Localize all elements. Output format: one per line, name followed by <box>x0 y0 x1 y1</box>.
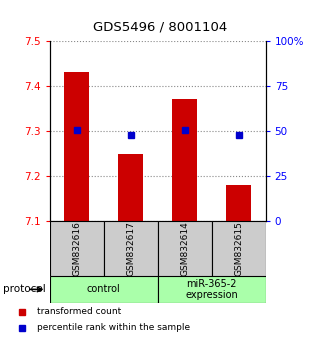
Bar <box>50 276 157 303</box>
Text: GSM832617: GSM832617 <box>126 221 135 276</box>
Text: miR-365-2
expression: miR-365-2 expression <box>185 279 238 300</box>
Bar <box>157 221 212 276</box>
Text: protocol: protocol <box>3 284 46 295</box>
Bar <box>50 221 104 276</box>
Text: GDS5496 / 8001104: GDS5496 / 8001104 <box>93 20 227 33</box>
Bar <box>227 185 251 221</box>
Text: percentile rank within the sample: percentile rank within the sample <box>37 323 190 332</box>
Bar <box>64 72 89 221</box>
Bar <box>212 221 266 276</box>
Text: control: control <box>87 284 120 295</box>
Bar <box>118 154 143 221</box>
Text: GSM832614: GSM832614 <box>180 221 189 276</box>
Text: GSM832615: GSM832615 <box>234 221 243 276</box>
Text: GSM832616: GSM832616 <box>72 221 81 276</box>
Bar <box>172 99 197 221</box>
Bar <box>157 276 266 303</box>
Text: transformed count: transformed count <box>37 307 121 316</box>
Bar <box>104 221 157 276</box>
